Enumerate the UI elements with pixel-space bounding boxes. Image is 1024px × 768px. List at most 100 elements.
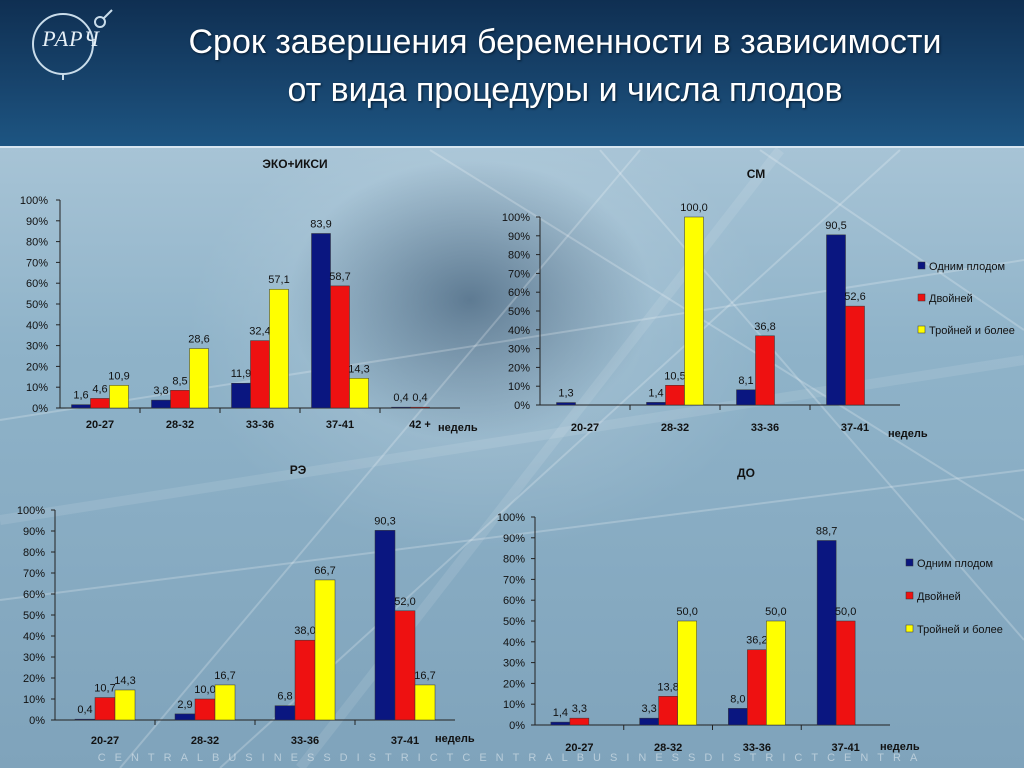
bar: [269, 288, 289, 409]
legend-label: Двойней: [917, 591, 961, 603]
x-tick-label: 37-41: [391, 735, 419, 747]
legend-label: Двойней: [929, 293, 973, 305]
data-label: 0,4: [77, 704, 92, 716]
bar: [114, 689, 136, 721]
bar: [311, 233, 331, 409]
data-label: 11,9: [231, 368, 252, 380]
y-tick-label: 70%: [26, 257, 48, 269]
data-label: 36,2: [746, 635, 767, 647]
bar: [684, 216, 704, 406]
data-label: 8,1: [738, 375, 753, 387]
data-label: 2,9: [177, 699, 192, 711]
data-label: 10,7: [94, 683, 115, 695]
y-tick-label: 40%: [508, 325, 530, 337]
y-tick-label: 80%: [508, 250, 530, 262]
bar: [550, 721, 571, 726]
bar: [314, 579, 336, 721]
bar: [71, 404, 91, 409]
data-label: 8,5: [172, 375, 187, 387]
chart-1: 0% 10% 20% 30% 40% 50% 60% 70% 80% 90% 100% 20-27 1,…: [502, 167, 1015, 440]
data-label: 38,0: [294, 625, 315, 637]
bar: [835, 620, 856, 726]
bar: [414, 684, 436, 721]
legend-label: Одним плодом: [917, 558, 993, 570]
y-tick-label: 90%: [503, 533, 525, 545]
y-tick-label: 40%: [23, 631, 45, 643]
bar: [410, 406, 430, 409]
y-tick-label: 90%: [26, 216, 48, 228]
x-tick-label: 37-41: [326, 419, 354, 431]
y-tick-label: 10%: [23, 694, 45, 706]
data-label: 28,6: [188, 334, 209, 346]
title-line-2: от вида процедуры и числа плодов: [287, 71, 843, 109]
data-label: 16,7: [214, 670, 235, 682]
x-tick-label: 33-36: [291, 735, 319, 747]
bar: [755, 335, 775, 406]
bar: [194, 698, 216, 721]
y-tick-label: 90%: [508, 231, 530, 243]
slide-header: РАРЧ Срок завершения беременности в зави…: [0, 0, 1024, 148]
bar: [74, 718, 96, 721]
y-tick-label: 30%: [26, 341, 48, 353]
data-label: 16,7: [414, 670, 435, 682]
legend-swatch: [917, 261, 926, 270]
y-tick-label: 20%: [23, 673, 45, 685]
y-tick-label: 10%: [503, 699, 525, 711]
data-label: 32,4: [249, 326, 270, 338]
y-tick-label: 50%: [503, 616, 525, 628]
y-tick-label: 100%: [502, 212, 530, 224]
bar: [330, 285, 350, 409]
y-tick-label: 0%: [514, 400, 530, 412]
data-label: 0,4: [393, 392, 408, 404]
bar: [826, 234, 846, 406]
y-tick-label: 10%: [508, 381, 530, 393]
x-axis-label: недель: [880, 741, 920, 753]
y-tick-label: 50%: [23, 610, 45, 622]
y-tick-label: 20%: [26, 361, 48, 373]
y-tick-label: 30%: [503, 658, 525, 670]
legend-swatch: [905, 624, 914, 633]
y-tick-label: 80%: [26, 237, 48, 249]
x-tick-label: 37-41: [832, 742, 860, 754]
x-tick-label: 37-41: [841, 422, 869, 434]
x-tick-label: 20-27: [91, 735, 119, 747]
chart-title: ЭКО+ИКСИ: [262, 157, 327, 171]
x-tick-label: 28-32: [166, 419, 194, 431]
y-tick-label: 70%: [23, 568, 45, 580]
data-label: 4,6: [92, 383, 107, 395]
bar: [170, 390, 190, 409]
logo-text: РАРЧ: [42, 26, 100, 51]
y-tick-label: 80%: [503, 554, 525, 566]
data-label: 66,7: [314, 565, 335, 577]
legend-swatch: [917, 293, 926, 302]
y-tick-label: 20%: [503, 678, 525, 690]
footer-watermark: CENTRALBUSINESSDISTRICTCENTRALBUSINESSDI…: [97, 752, 927, 764]
data-label: 52,0: [394, 596, 415, 608]
data-label: 6,8: [277, 691, 292, 703]
y-tick-label: 20%: [508, 362, 530, 374]
bar: [214, 684, 236, 721]
y-tick-label: 60%: [26, 278, 48, 290]
bar: [728, 708, 748, 726]
x-axis-label: недель: [438, 422, 478, 434]
x-tick-label: 28-32: [191, 735, 219, 747]
y-tick-label: 50%: [508, 306, 530, 318]
chart-title: ДО: [737, 466, 755, 480]
bar: [665, 385, 685, 406]
legend-label: Тройней и более: [917, 624, 1003, 636]
bar: [174, 713, 196, 721]
bar: [151, 399, 171, 409]
y-tick-label: 30%: [23, 652, 45, 664]
legend-swatch: [917, 325, 926, 334]
bar: [766, 620, 786, 726]
data-label: 13,8: [657, 681, 678, 693]
y-tick-label: 40%: [26, 320, 48, 332]
y-tick-label: 70%: [508, 268, 530, 280]
y-tick-label: 10%: [26, 382, 48, 394]
bar: [556, 402, 576, 406]
bar: [374, 530, 396, 721]
y-tick-label: 90%: [23, 526, 45, 538]
data-label: 10,9: [108, 370, 129, 382]
data-label: 57,1: [268, 274, 289, 286]
